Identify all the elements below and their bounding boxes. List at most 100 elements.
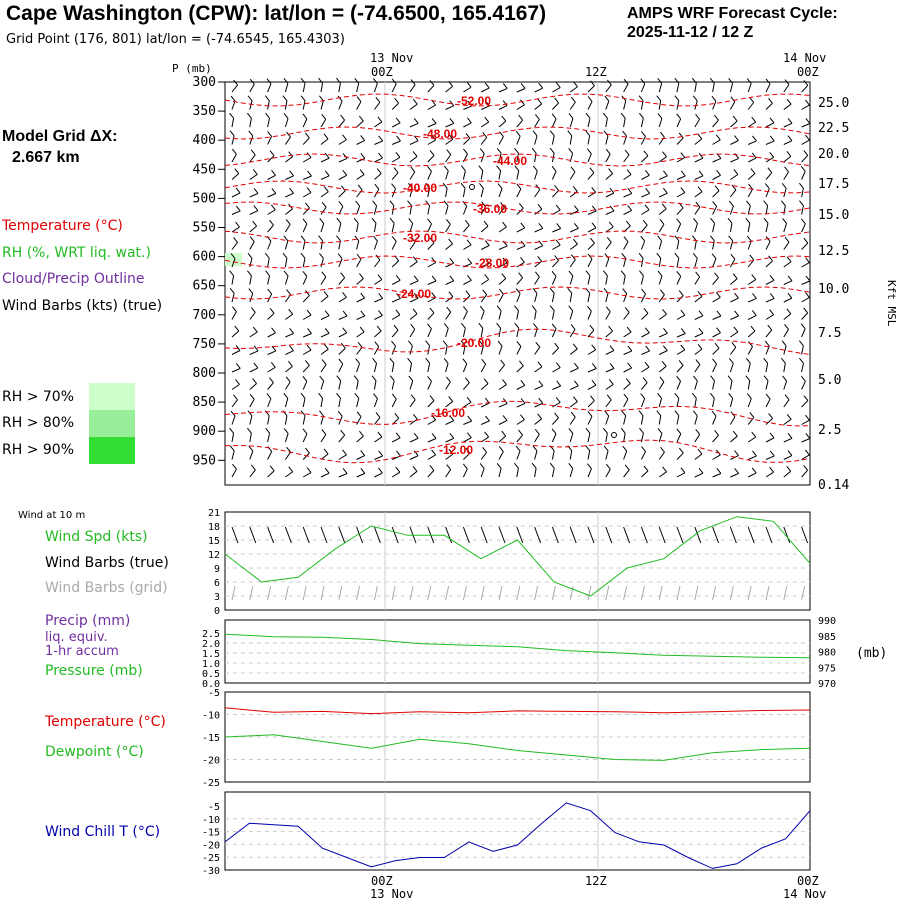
- xsection-barb-shaft: [356, 398, 360, 408]
- xsection-barb-shaft: [445, 469, 452, 478]
- xsection-barb-shaft: [480, 121, 489, 128]
- xsection-barb-shaft: [498, 420, 508, 425]
- xsection-barb-flag: [799, 357, 804, 364]
- xsection-barb-shaft: [463, 224, 470, 233]
- xsection-barb-shaft: [641, 350, 650, 355]
- xsection-barb-flag: [763, 375, 769, 382]
- xsection-barb-shaft: [498, 310, 502, 320]
- xsection-barb-flag: [763, 217, 769, 224]
- axis-tick-label: 0.0: [202, 679, 220, 690]
- xsection-barb-flag: [573, 396, 578, 402]
- xsection-barb-flag: [710, 375, 715, 382]
- xsection-barb-shaft: [462, 328, 466, 338]
- wind-barb-true: [534, 526, 542, 544]
- xsection-barb-shaft: [623, 83, 629, 93]
- axis-tick-label: -5: [208, 688, 220, 699]
- xsection-barb-shaft: [551, 310, 555, 320]
- xsection-barb-flag: [656, 252, 662, 259]
- axis-tick-label: 9: [214, 564, 220, 575]
- xsection-barb-shaft: [338, 258, 343, 268]
- xsection-barb-flag: [360, 153, 366, 159]
- xsection-barb-flag: [644, 327, 650, 334]
- xsection-barb-flag: [413, 450, 419, 456]
- axis-tick-label: 3: [214, 592, 220, 603]
- xsection-barb-flag: [537, 256, 543, 262]
- xsection-barb-flag: [448, 81, 453, 87]
- xsection-barb-shaft: [605, 415, 610, 425]
- xsection-barb-flag: [623, 78, 629, 85]
- xsection-barb-shaft: [427, 345, 431, 355]
- xsection-barb-flag: [413, 292, 419, 299]
- xsection-barb-flag: [412, 151, 418, 157]
- xsection-barb-flag: [229, 130, 235, 137]
- xsection-barb-shaft: [302, 314, 312, 320]
- xsection-barb-shaft: [249, 100, 253, 110]
- xsection-barb-flag: [354, 235, 360, 242]
- xsection-barb-shaft: [783, 155, 792, 163]
- xsection-barb-flag: [246, 427, 252, 434]
- xsection-barb-flag: [463, 306, 468, 312]
- xsection-barb-shaft: [730, 297, 739, 303]
- model-grid-label-title: Model Grid ΔX:: [2, 128, 118, 145]
- xsection-barb-shaft: [534, 328, 538, 338]
- xsection-barb-flag: [265, 270, 270, 277]
- xsection-barb-shaft: [641, 193, 650, 198]
- xsection-barb-flag: [590, 80, 595, 87]
- xsection-barb-flag: [537, 361, 543, 368]
- xsection-barb-shaft: [730, 331, 739, 338]
- xsection-barb-shaft: [284, 451, 292, 460]
- xsection-barb-flag: [680, 309, 686, 316]
- xsection-barb-shaft: [765, 83, 771, 93]
- xsection-barb-flag: [639, 270, 644, 277]
- xsection-barb-shaft: [249, 450, 254, 460]
- xsection-barb-shaft: [783, 140, 793, 145]
- xsection-barb-shaft: [801, 469, 809, 478]
- xsection-barb-shaft: [427, 470, 435, 478]
- xsection-barb-shaft: [748, 297, 757, 303]
- xsection-barb-flag: [518, 114, 524, 121]
- xsection-barb-flag: [716, 468, 722, 474]
- xsection-barb-shaft: [534, 276, 540, 285]
- xsection-barb-flag: [626, 326, 632, 333]
- xsection-barb-flag: [413, 117, 419, 124]
- xsection-barb-shaft: [267, 118, 271, 128]
- xsection-barb-flag: [748, 183, 753, 190]
- xsection-barb-shaft: [338, 454, 347, 460]
- wind-barb-grid: [534, 585, 539, 601]
- xsection-barb-shaft: [249, 383, 257, 390]
- wind-barb-grid: [284, 585, 289, 601]
- xsection-barb-shaft: [569, 401, 578, 408]
- xsection-barb-shaft: [302, 276, 308, 285]
- xsection-barb-shaft: [783, 280, 793, 285]
- xsection-barb-flag: [498, 446, 504, 452]
- wind-barb-grid: [391, 585, 396, 601]
- xsection-barb-flag: [538, 223, 544, 229]
- xsection-barb-shaft: [783, 418, 792, 425]
- xsection-barb-shaft: [356, 157, 366, 163]
- legend-rh: RH (%, WRT liq. wat.): [2, 245, 151, 261]
- xsection-barb-shaft: [445, 154, 452, 163]
- xsection-barb-flag: [731, 341, 737, 348]
- xsection-barb-shaft: [284, 100, 288, 110]
- xsection-barb-flag: [235, 363, 241, 369]
- xsection-barb-shaft: [551, 328, 557, 338]
- xsection-barb-shaft: [676, 223, 682, 233]
- wind-barb-true: [302, 526, 310, 544]
- xsection-barb-flag: [714, 429, 719, 436]
- xsection-barb-flag: [532, 323, 538, 329]
- xsection-barb-shaft: [569, 329, 576, 338]
- xsection-barb-flag: [727, 375, 733, 381]
- xsection-barb-shaft: [623, 275, 626, 285]
- xsection-barb-shaft: [623, 192, 633, 198]
- xsection-barb-shaft: [623, 100, 627, 110]
- xsection-barb-shaft: [676, 333, 686, 338]
- height-tick-label: 10.0: [818, 282, 849, 297]
- xsection-barb-flag: [695, 429, 701, 435]
- xsection-barb-flag: [391, 183, 396, 189]
- xsection-barb-flag: [537, 413, 542, 420]
- wind-barb-grid: [462, 585, 467, 601]
- xsection-barb-shaft: [551, 468, 555, 478]
- xsection-barb-shaft: [320, 258, 324, 268]
- xsection-barb-flag: [639, 427, 644, 434]
- xsection-barb-flag: [730, 96, 736, 102]
